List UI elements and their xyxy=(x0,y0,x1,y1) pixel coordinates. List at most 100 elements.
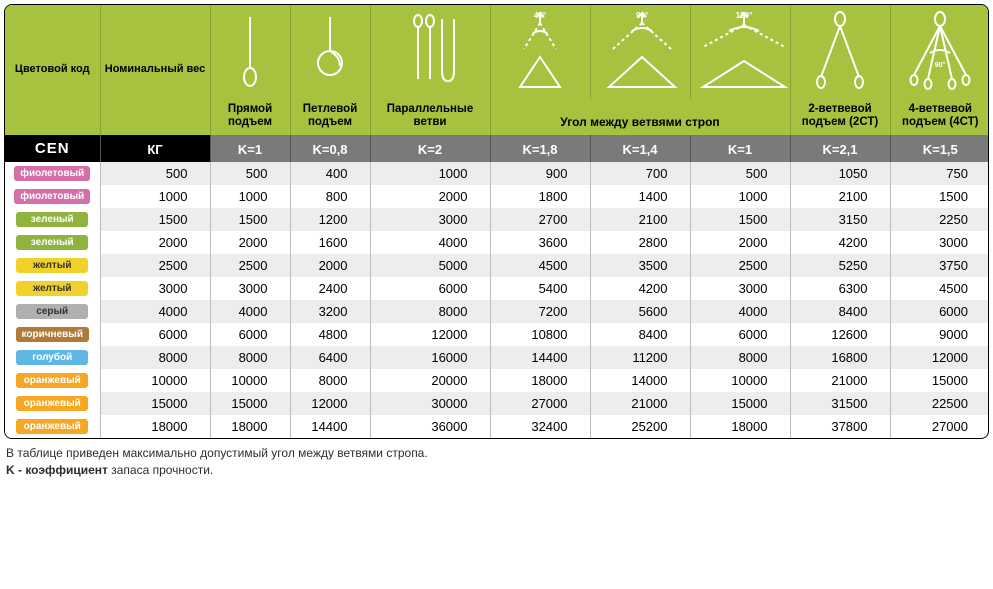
table-row: фиолетовый50050040010009007005001050750 xyxy=(5,162,989,185)
value-cell: 6000 xyxy=(100,323,210,346)
value-cell: 32400 xyxy=(490,415,590,438)
color-tag-cell: оранжевый xyxy=(5,392,100,415)
table-row: серый40004000320080007200560040008400600… xyxy=(5,300,989,323)
table-row: голубой800080006400160001440011200800016… xyxy=(5,346,989,369)
value-cell: 12000 xyxy=(890,346,989,369)
color-tag-cell: голубой xyxy=(5,346,100,369)
kf-k10: K=1 xyxy=(690,135,790,162)
value-cell: 1000 xyxy=(370,162,490,185)
table-row: коричневый600060004800120001080084006000… xyxy=(5,323,989,346)
value-cell: 2000 xyxy=(100,231,210,254)
value-cell: 4000 xyxy=(210,300,290,323)
value-cell: 8000 xyxy=(210,346,290,369)
value-cell: 4000 xyxy=(690,300,790,323)
color-tag: желтый xyxy=(16,258,88,273)
color-tag: фиолетовый xyxy=(14,189,90,204)
value-cell: 18000 xyxy=(690,415,790,438)
icon-angle-90: 90° xyxy=(590,5,690,99)
header-color-code: Цветовой код xyxy=(5,5,100,135)
value-cell: 6000 xyxy=(370,277,490,300)
kf-k21: K=2,1 xyxy=(790,135,890,162)
color-tag-cell: оранжевый xyxy=(5,369,100,392)
color-tag: оранжевый xyxy=(16,396,88,411)
value-cell: 5600 xyxy=(590,300,690,323)
value-cell: 2400 xyxy=(290,277,370,300)
value-cell: 30000 xyxy=(370,392,490,415)
header-angle-span: Угол между ветвями строп xyxy=(490,99,790,135)
header-loop: Петлевой подъем xyxy=(290,99,370,135)
value-cell: 6000 xyxy=(690,323,790,346)
kf-k14: K=1,4 xyxy=(590,135,690,162)
value-cell: 1050 xyxy=(790,162,890,185)
kf-k18: K=1,8 xyxy=(490,135,590,162)
value-cell: 8000 xyxy=(290,369,370,392)
header-4leg: 4-ветвевой подъем (4СТ) xyxy=(890,99,989,135)
value-cell: 3000 xyxy=(370,208,490,231)
value-cell: 900 xyxy=(490,162,590,185)
value-cell: 37800 xyxy=(790,415,890,438)
value-cell: 5400 xyxy=(490,277,590,300)
value-cell: 10000 xyxy=(690,369,790,392)
table-row: желтый3000300024006000540042003000630045… xyxy=(5,277,989,300)
color-tag: фиолетовый xyxy=(14,166,90,181)
value-cell: 2000 xyxy=(370,185,490,208)
sling-capacity-table-wrap: Цветовой код Номинальный вес xyxy=(4,4,989,439)
value-cell: 3000 xyxy=(100,277,210,300)
color-tag: зеленый xyxy=(16,212,88,227)
value-cell: 3000 xyxy=(210,277,290,300)
header-2leg: 2-ветвевой подъем (2СТ) xyxy=(790,99,890,135)
color-tag-cell: зеленый xyxy=(5,231,100,254)
color-tag-cell: фиолетовый xyxy=(5,162,100,185)
value-cell: 2700 xyxy=(490,208,590,231)
value-cell: 2100 xyxy=(790,185,890,208)
value-cell: 2250 xyxy=(890,208,989,231)
value-cell: 15000 xyxy=(210,392,290,415)
color-tag: оранжевый xyxy=(16,419,88,434)
value-cell: 500 xyxy=(100,162,210,185)
value-cell: 2800 xyxy=(590,231,690,254)
svg-text:90°: 90° xyxy=(935,61,946,69)
value-cell: 2500 xyxy=(210,254,290,277)
value-cell: 1500 xyxy=(210,208,290,231)
value-cell: 4000 xyxy=(100,300,210,323)
value-cell: 15000 xyxy=(690,392,790,415)
value-cell: 1600 xyxy=(290,231,370,254)
value-cell: 4200 xyxy=(590,277,690,300)
value-cell: 2500 xyxy=(100,254,210,277)
header-direct: Прямой подъем xyxy=(210,99,290,135)
value-cell: 1800 xyxy=(490,185,590,208)
value-cell: 1500 xyxy=(690,208,790,231)
value-cell: 800 xyxy=(290,185,370,208)
value-cell: 20000 xyxy=(370,369,490,392)
value-cell: 25200 xyxy=(590,415,690,438)
value-cell: 8400 xyxy=(790,300,890,323)
color-tag: зеленый xyxy=(16,235,88,250)
value-cell: 10000 xyxy=(210,369,290,392)
value-cell: 8000 xyxy=(370,300,490,323)
value-cell: 15000 xyxy=(890,369,989,392)
footnotes: В таблице приведен максимально допустимы… xyxy=(4,439,989,477)
value-cell: 400 xyxy=(290,162,370,185)
value-cell: 9000 xyxy=(890,323,989,346)
value-cell: 5250 xyxy=(790,254,890,277)
kf-k1: K=1 xyxy=(210,135,290,162)
table-row: зеленый200020001600400036002800200042003… xyxy=(5,231,989,254)
value-cell: 3200 xyxy=(290,300,370,323)
value-cell: 1400 xyxy=(590,185,690,208)
value-cell: 16000 xyxy=(370,346,490,369)
value-cell: 5000 xyxy=(370,254,490,277)
icon-4-leg: 90° xyxy=(890,5,989,99)
value-cell: 21000 xyxy=(790,369,890,392)
value-cell: 11200 xyxy=(590,346,690,369)
color-tag-cell: оранжевый xyxy=(5,415,100,438)
value-cell: 1500 xyxy=(890,185,989,208)
color-tag-cell: желтый xyxy=(5,277,100,300)
value-cell: 12000 xyxy=(290,392,370,415)
value-cell: 8000 xyxy=(690,346,790,369)
kf-cen: CEN xyxy=(5,135,100,162)
value-cell: 10000 xyxy=(100,369,210,392)
color-tag-cell: желтый xyxy=(5,254,100,277)
value-cell: 31500 xyxy=(790,392,890,415)
table-row: желтый2500250020005000450035002500525037… xyxy=(5,254,989,277)
value-cell: 6000 xyxy=(210,323,290,346)
